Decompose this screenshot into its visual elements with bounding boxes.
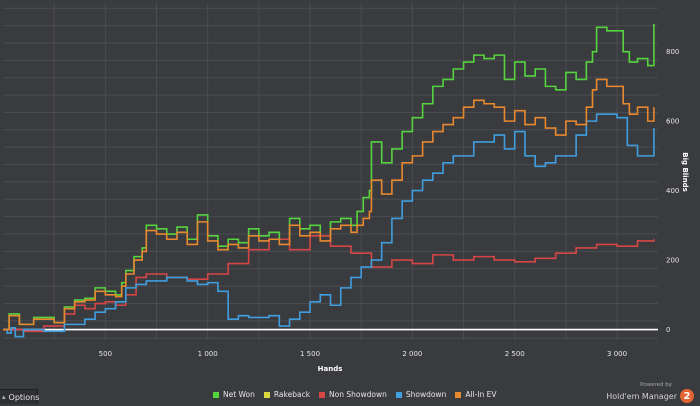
legend-label: Non Showdown: [329, 390, 387, 399]
x-tick-label: 1 500: [300, 350, 320, 358]
legend-swatch: [395, 391, 402, 398]
x-axis-title: Hands: [318, 365, 343, 373]
x-tick-label: 1 000: [198, 350, 218, 358]
legend-swatch: [455, 391, 462, 398]
x-tick-label: 500: [99, 350, 112, 358]
x-tick-label: 2 000: [402, 350, 422, 358]
brand-logo-icon: 2: [680, 389, 694, 403]
legend-label: Showdown: [405, 390, 447, 399]
brand-name: Hold'em Manager: [606, 391, 677, 401]
legend-swatch: [213, 391, 219, 398]
y-tick-label: 400: [666, 187, 679, 195]
branding: Powered by Hold'em Manager 2: [606, 382, 694, 403]
y-tick-label: 200: [666, 257, 679, 265]
series-group: [3, 23, 655, 338]
legend: Net Won Rakeback Non Showdown Showdown All-I…: [213, 390, 497, 399]
series-line-all-in-ev: [3, 78, 655, 331]
grid: [3, 3, 658, 340]
caret-up-icon: ▴: [2, 393, 6, 401]
legend-item-all-in-ev[interactable]: All-In EV: [455, 390, 497, 399]
tick-labels: 500 1 000 1 500 2 000 2 500 3 000 0 200 400 600 80…: [99, 48, 680, 358]
legend-swatch: [319, 391, 326, 398]
legend-item-rakeback[interactable]: Rakeback: [263, 390, 311, 399]
x-tick-label: 2 500: [505, 350, 525, 358]
legend-item-non-showdown[interactable]: Non Showdown: [319, 390, 387, 399]
series-line-non-showdown: [3, 234, 655, 333]
x-tick-label: 3 000: [607, 350, 627, 358]
y-tick-label: 800: [666, 48, 679, 56]
options-label: Options: [8, 392, 40, 402]
legend-label: Rakeback: [273, 390, 311, 399]
legend-label: All-In EV: [465, 390, 497, 399]
y-tick-label: 0: [666, 326, 670, 334]
legend-swatch: [263, 391, 270, 398]
legend-label: Net Won: [223, 390, 255, 399]
legend-item-net-won[interactable]: Net Won: [213, 390, 255, 399]
legend-item-showdown[interactable]: Showdown: [395, 390, 447, 399]
options-button[interactable]: ▴ Options: [0, 389, 40, 404]
series-line-showdown: [3, 113, 655, 338]
plot-area: [3, 3, 658, 340]
y-axis-title: Big Blinds: [681, 152, 689, 191]
powered-by-text: Powered by: [640, 382, 672, 388]
y-tick-label: 600: [666, 118, 679, 126]
